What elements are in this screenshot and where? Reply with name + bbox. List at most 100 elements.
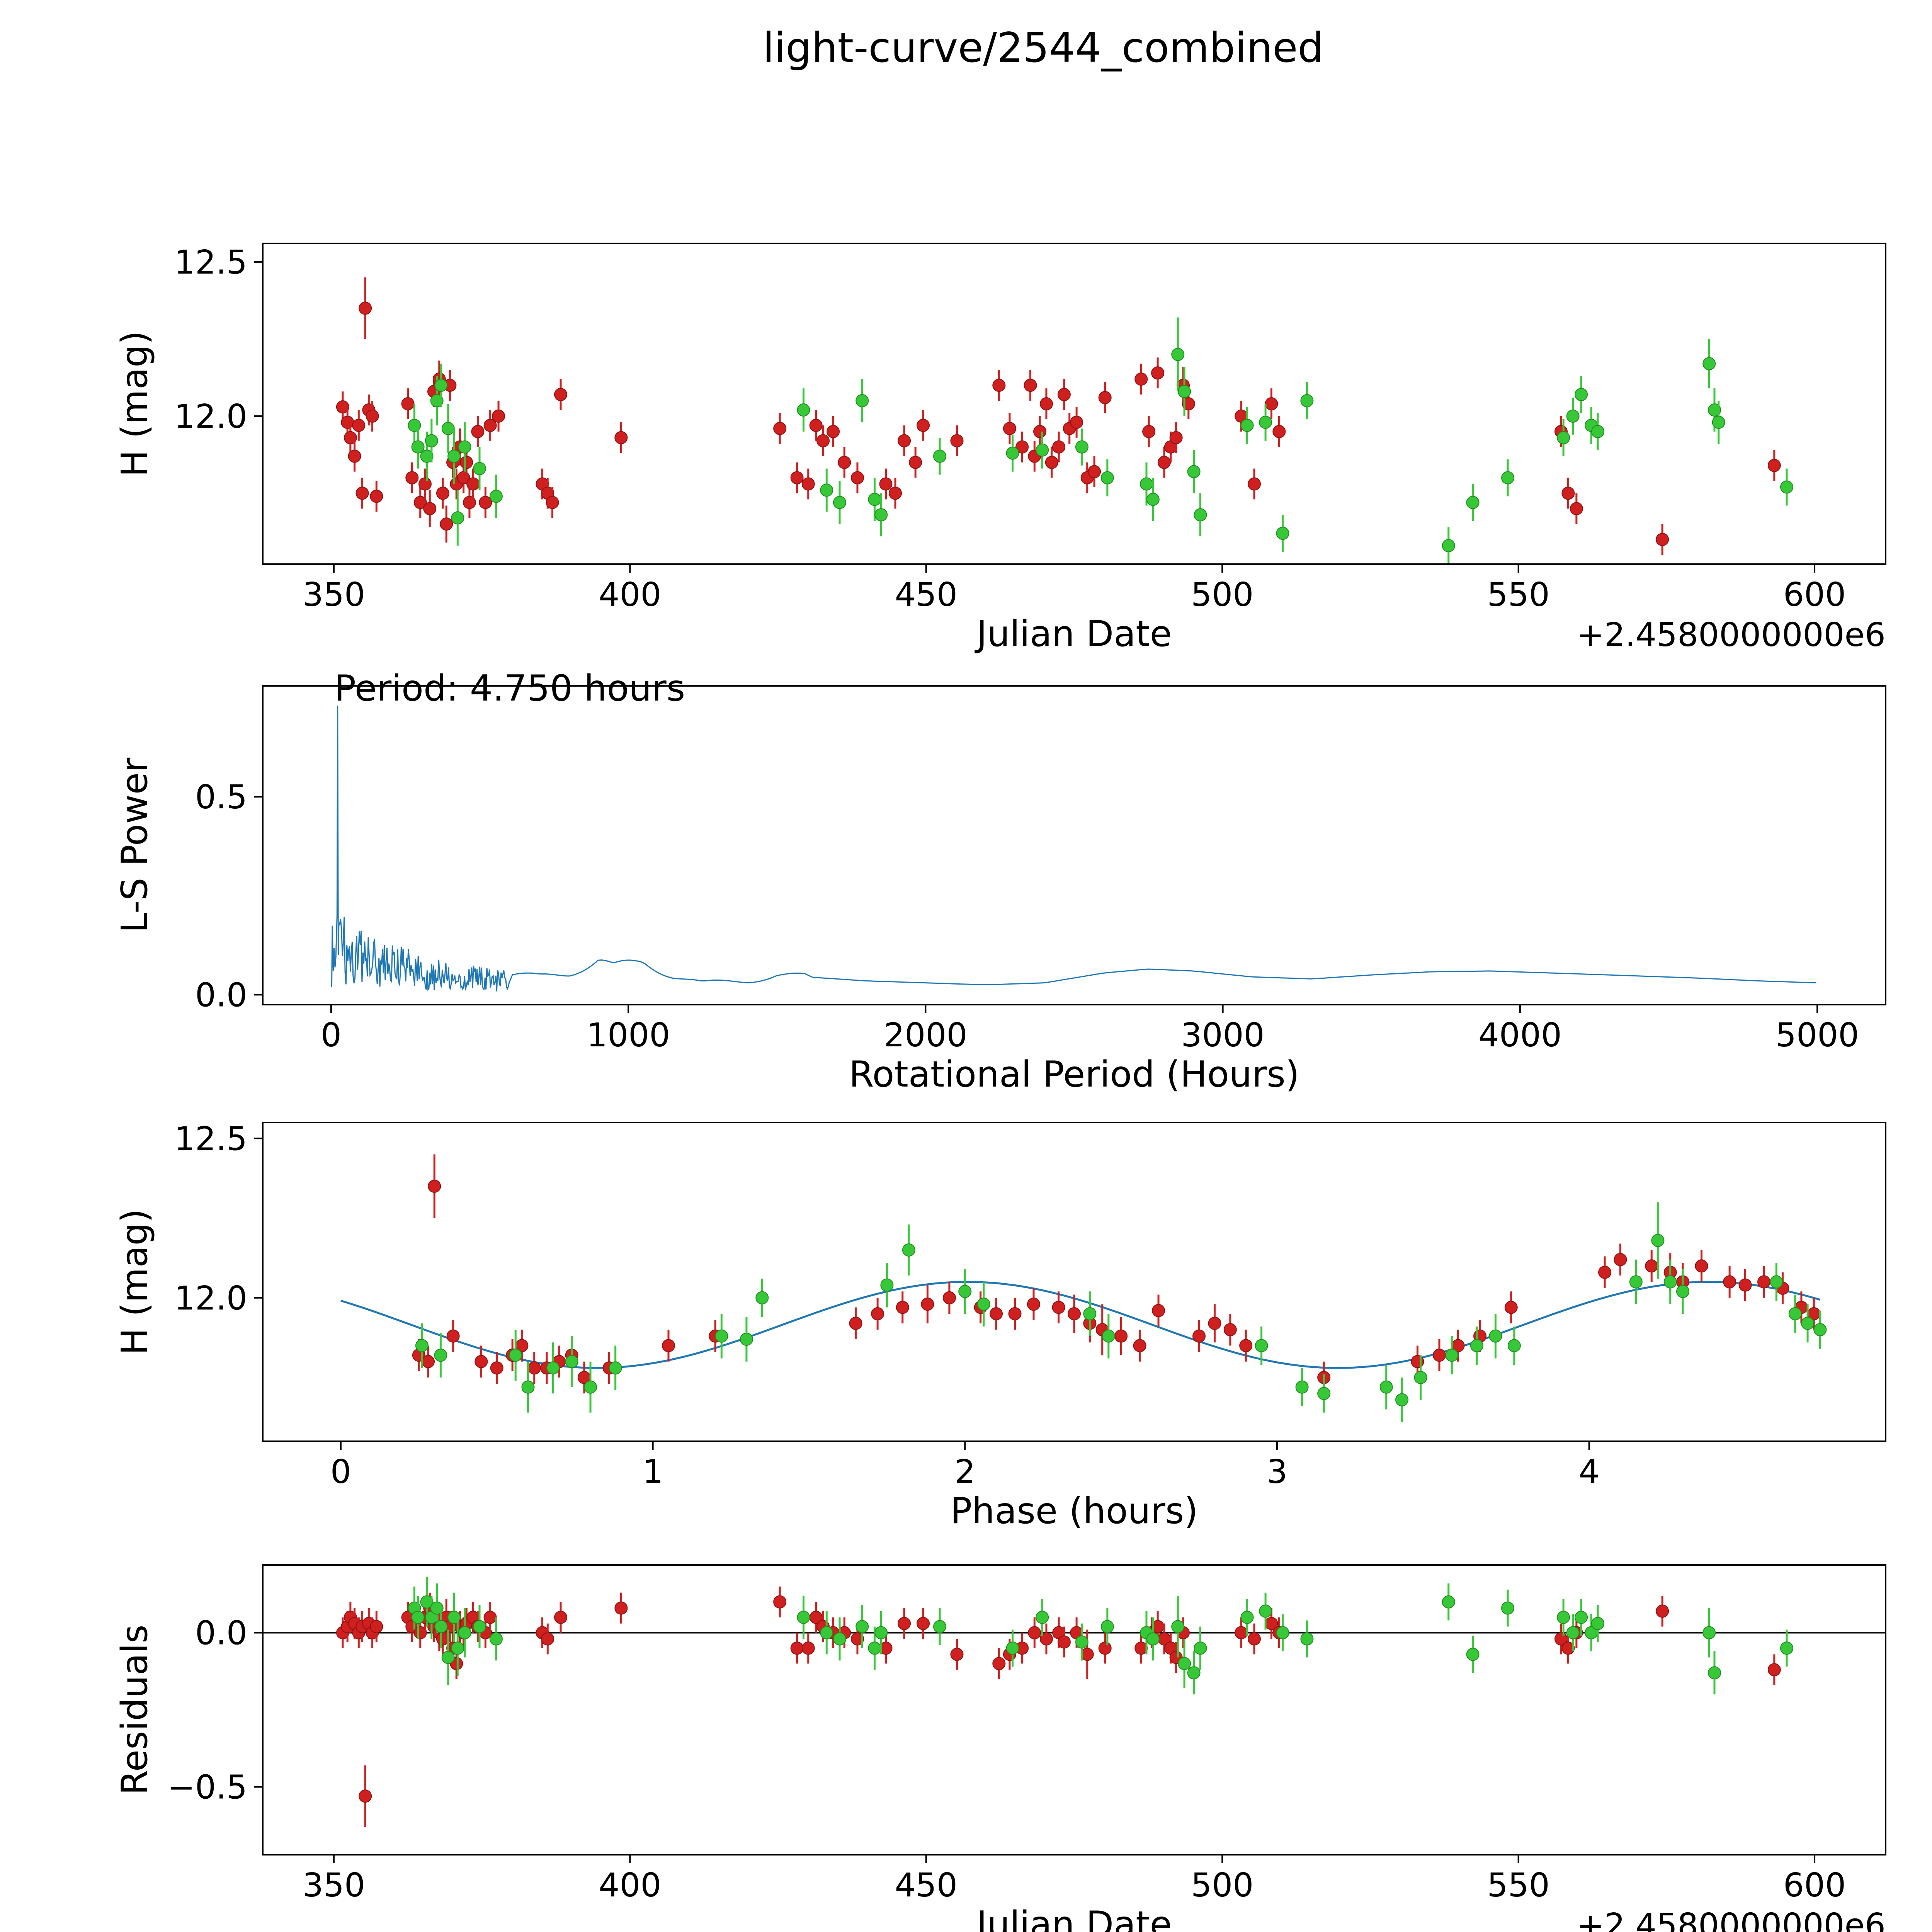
axes-border	[262, 1122, 1886, 1442]
y-axis-label: L-S Power	[114, 757, 155, 933]
data-point-red	[1142, 425, 1156, 438]
data-point-green	[1300, 1632, 1314, 1646]
data-point-green	[1629, 1275, 1643, 1289]
data-point-green	[977, 1298, 990, 1311]
series-green	[408, 317, 1794, 564]
data-point-green	[451, 511, 464, 525]
data-point-red	[1239, 1339, 1253, 1352]
data-point-green	[447, 449, 461, 463]
data-point-red	[446, 1329, 460, 1343]
periodogram-line	[331, 706, 1816, 992]
data-point-green	[1813, 1323, 1827, 1337]
data-point-green	[1379, 1380, 1393, 1394]
data-point-green	[489, 490, 503, 503]
data-point-green	[820, 1626, 833, 1639]
data-point-red	[950, 434, 964, 447]
x-tick-label: 2000	[884, 1016, 967, 1054]
axes-border	[262, 243, 1886, 565]
data-point-red	[460, 456, 473, 469]
x-tick-label: 550	[1487, 1866, 1550, 1905]
data-point-red	[1656, 533, 1669, 546]
x-tick-label: 350	[303, 576, 365, 614]
data-point-green	[1171, 1620, 1185, 1633]
data-point-red	[1265, 397, 1278, 410]
data-point-red	[614, 1601, 628, 1615]
data-point-red	[341, 415, 354, 429]
data-point-green	[880, 1278, 894, 1292]
x-tick-label: 400	[599, 576, 661, 614]
data-point-green	[1075, 1635, 1088, 1649]
data-point-green	[1276, 527, 1289, 540]
data-point-red	[921, 1298, 934, 1311]
data-point-red	[850, 471, 864, 485]
data-point-green	[1501, 471, 1515, 485]
x-tick-label: 0	[321, 1016, 342, 1054]
data-point-green	[1146, 493, 1160, 506]
data-point-green	[833, 1632, 846, 1646]
data-point-green	[1187, 465, 1201, 478]
data-point-red	[614, 431, 628, 444]
data-point-green	[1489, 1329, 1502, 1343]
data-point-green	[441, 1651, 455, 1664]
x-tick-label: 550	[1487, 576, 1550, 614]
data-point-red	[992, 379, 1006, 392]
data-point-red	[546, 496, 559, 509]
data-point-red	[405, 471, 419, 485]
data-point-green	[473, 1620, 486, 1633]
data-point-green	[1317, 1387, 1331, 1400]
data-point-green	[1255, 1339, 1268, 1352]
x-tick-label: 5000	[1776, 1016, 1859, 1054]
data-point-red	[942, 1291, 956, 1304]
data-point-red	[1192, 1329, 1206, 1343]
data-point-green	[874, 508, 888, 522]
data-point-green	[1240, 1611, 1254, 1624]
data-point-red	[1247, 1632, 1261, 1646]
data-point-green	[1442, 539, 1455, 553]
data-point-green	[546, 1361, 560, 1375]
data-point-red	[838, 456, 851, 469]
data-point-green	[1708, 1666, 1721, 1680]
x-tick-label: 450	[895, 576, 957, 614]
data-point-red	[1057, 1635, 1071, 1649]
data-point-red	[1039, 1632, 1053, 1646]
data-point-red	[898, 1617, 911, 1630]
series-green	[408, 1577, 1794, 1695]
data-point-red	[1027, 1298, 1040, 1311]
data-point-red	[1767, 1663, 1781, 1677]
data-point-red	[850, 1632, 864, 1646]
axes-border	[262, 1564, 1886, 1855]
data-point-green	[1276, 1626, 1289, 1639]
data-point-red	[440, 517, 453, 531]
data-point-green	[1780, 1641, 1794, 1655]
data-point-green	[1788, 1307, 1802, 1320]
x-tick-label: 1000	[587, 1016, 670, 1054]
series-red	[336, 1586, 1781, 1827]
data-point-green	[1651, 1234, 1665, 1247]
data-point-red	[992, 1657, 1006, 1670]
data-point-green	[1712, 415, 1725, 429]
data-point-red	[1570, 502, 1583, 515]
data-point-green	[1006, 1641, 1019, 1655]
data-point-green	[1780, 480, 1794, 494]
fit-curve	[340, 1281, 1821, 1369]
data-point-green	[1566, 1626, 1580, 1639]
data-point-red	[428, 1180, 441, 1193]
data-point-green	[458, 1626, 471, 1639]
data-point-red	[474, 1355, 488, 1368]
data-point-green	[1702, 357, 1716, 371]
data-point-green	[434, 379, 448, 392]
data-point-green	[1100, 471, 1114, 485]
data-point-red	[816, 434, 830, 447]
x-tick-label: 3000	[1181, 1016, 1264, 1054]
data-point-red	[1561, 486, 1575, 500]
x-tick-label: 4	[1579, 1453, 1600, 1491]
data-point-green	[855, 1620, 869, 1633]
data-point-green	[1442, 1595, 1455, 1609]
x-tick-label: 500	[1191, 576, 1253, 614]
data-point-red	[490, 1361, 503, 1375]
data-point-green	[1702, 1626, 1716, 1639]
data-point-green	[609, 1361, 622, 1375]
data-point-red	[554, 1611, 568, 1624]
data-point-red	[790, 1641, 804, 1655]
